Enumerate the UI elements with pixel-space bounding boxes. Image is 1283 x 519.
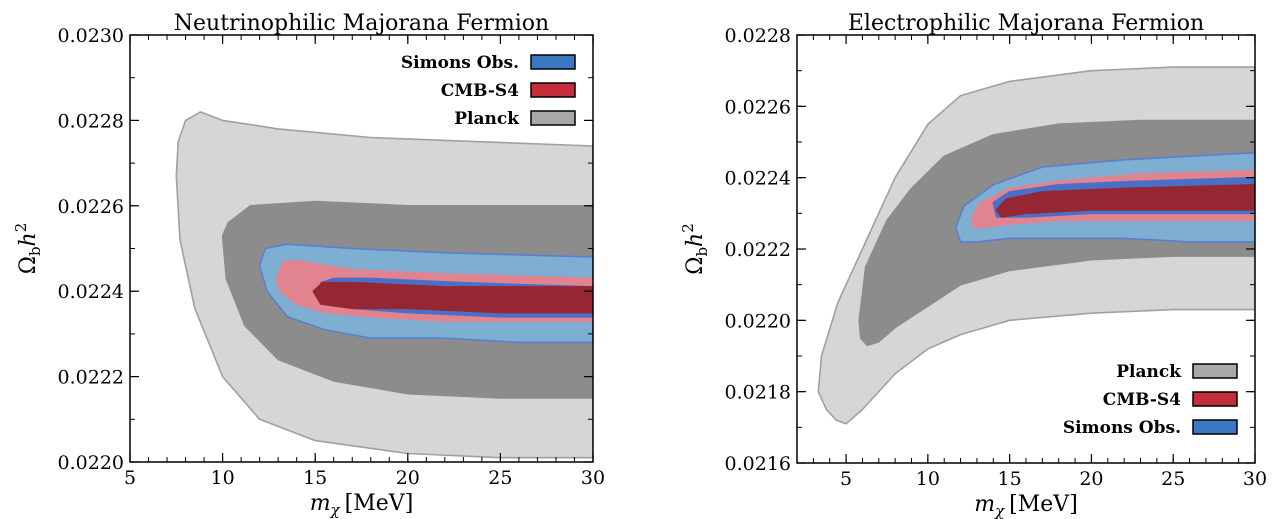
y-axis-h: h [683, 233, 708, 247]
x-tick-label: 25 [488, 467, 512, 489]
legend-swatch [530, 54, 576, 70]
y-tick-label: 0.0228 [725, 25, 791, 47]
legend-label: Planck [454, 109, 520, 129]
x-axis-unit: [MeV] [1009, 492, 1078, 517]
x-tick-label: 20 [396, 467, 420, 489]
chart-title: Electrophilic Majorana Fermion [848, 11, 1204, 36]
x-tick-label: 25 [1161, 468, 1185, 490]
legend-swatch [1192, 363, 1238, 379]
contour-cmb-s4-68 [312, 281, 593, 314]
tick-group: 5 10 15 20 25 30 0.0216 0.0218 0.0220 0.0222 0.022… [725, 25, 1268, 490]
legend-label: Simons Obs. [401, 53, 519, 73]
y-tick-label: 0.0220 [725, 310, 791, 332]
y-tick-label: 0.0218 [725, 382, 791, 404]
legend-swatch [530, 82, 576, 98]
y-tick-label: 0.0226 [58, 196, 124, 218]
contour-group [817, 66, 1255, 425]
x-tick-label: 30 [581, 467, 605, 489]
y-axis-main: Ω [683, 257, 708, 275]
legend-swatch [530, 110, 576, 126]
y-axis-label: Ωbh2 [679, 223, 711, 275]
y-tick-label: 0.0220 [58, 452, 124, 474]
y-axis-sub: b [693, 247, 711, 257]
y-tick-label: 0.0222 [725, 239, 791, 261]
legend-label: CMB-S4 [1103, 390, 1181, 410]
y-axis-sup: 2 [679, 223, 697, 233]
y-tick-label: 0.0226 [725, 96, 791, 118]
legend-label: Planck [1116, 362, 1182, 382]
contour-group [175, 111, 593, 459]
tick-group: 5 10 15 20 25 30 0.0220 0.0222 0.0224 0.0226 0.022… [58, 25, 606, 489]
y-tick-label: 0.0228 [58, 110, 124, 132]
y-axis-main: Ω [16, 256, 41, 274]
legend-swatch [1192, 391, 1238, 407]
legend: Simons Obs. CMB-S4 Planck [401, 53, 576, 129]
y-axis-sup: 2 [12, 223, 30, 233]
chart-title: Neutrinophilic Majorana Fermion [174, 11, 549, 36]
contour-cmb-s4-68 [995, 184, 1255, 218]
legend: Planck CMB-S4 Simons Obs. [1063, 362, 1238, 438]
left-panel: 5 10 15 20 25 30 0.0220 0.0222 0.0224 0.0226 0.022… [12, 11, 605, 519]
x-axis-sub: χ [994, 502, 1005, 519]
y-tick-label: 0.0224 [725, 168, 791, 190]
x-axis-var: m [974, 492, 995, 517]
x-tick-label: 15 [303, 467, 327, 489]
y-tick-label: 0.0216 [725, 453, 791, 475]
y-axis-sub: b [26, 246, 44, 256]
x-axis-sub: χ [330, 501, 341, 519]
right-panel: 5 10 15 20 25 30 0.0216 0.0218 0.0220 0.0222 0.022… [679, 11, 1267, 519]
y-tick-label: 0.0224 [58, 281, 124, 303]
legend-label: CMB-S4 [441, 81, 519, 101]
x-tick-label: 5 [124, 467, 136, 489]
y-axis-label: Ωbh2 [12, 223, 44, 275]
x-axis-label: mχ [MeV] [310, 491, 414, 519]
y-tick-label: 0.0222 [58, 367, 124, 389]
x-axis-var: m [310, 491, 331, 516]
legend-label: Simons Obs. [1063, 418, 1181, 438]
x-tick-label: 10 [211, 467, 235, 489]
x-axis-label: mχ [MeV] [974, 492, 1078, 519]
x-tick-label: 20 [1079, 468, 1103, 490]
x-tick-label: 15 [998, 468, 1022, 490]
y-tick-label: 0.0230 [58, 25, 124, 47]
x-tick-label: 30 [1243, 468, 1267, 490]
x-tick-label: 5 [840, 468, 852, 490]
y-axis-h: h [16, 232, 41, 246]
legend-swatch [1192, 419, 1238, 435]
x-axis-unit: [MeV] [345, 491, 414, 516]
x-tick-label: 10 [916, 468, 940, 490]
